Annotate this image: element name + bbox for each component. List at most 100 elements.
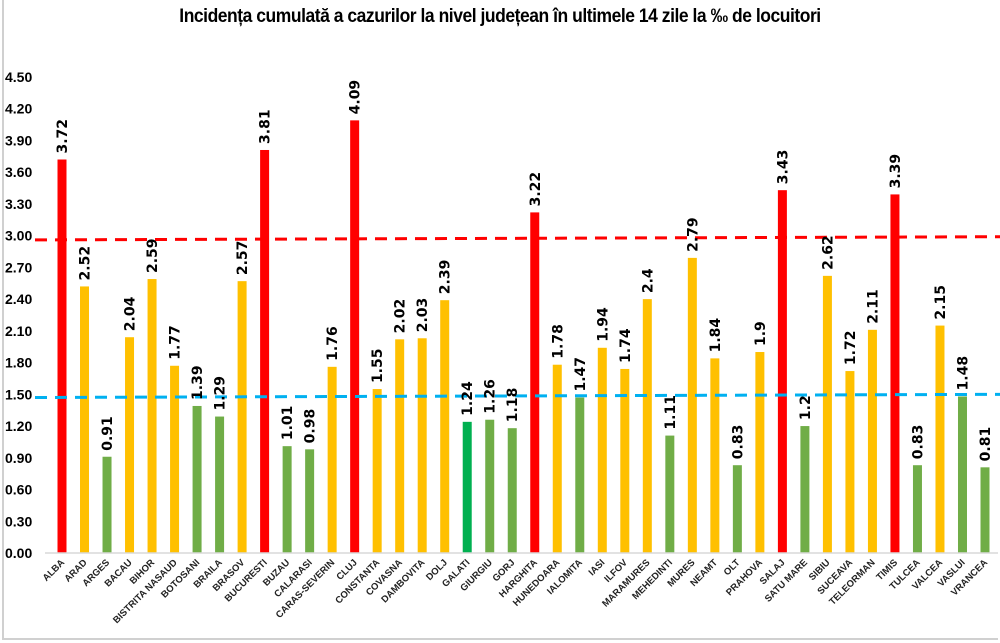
bar-satu-mare: [800, 426, 810, 553]
bar-mehedinti: [665, 435, 675, 553]
data-label: 3.22: [528, 172, 544, 207]
y-tick-label: 3.60: [5, 164, 32, 180]
data-label: 0.83: [910, 425, 926, 460]
data-label: 1.84: [708, 318, 724, 353]
bar-cluj: [350, 120, 360, 553]
data-labels-group: 3.72 2.52 0.91 2.04 2.59 1.77 1.39 1.29 2.57 3.81…: [55, 80, 994, 461]
data-label: 2.11: [865, 289, 881, 324]
bar-dambovita: [417, 338, 427, 553]
y-axis: 0.00 0.30 0.60 0.90 1.20 1.50 1.80 2.10 2.40 2.70…: [5, 69, 32, 561]
data-label: 0.98: [303, 409, 319, 444]
data-label: 1.55: [370, 348, 386, 383]
data-label: 2.57: [235, 241, 251, 276]
bar-vaslui: [957, 396, 967, 553]
y-tick-label: 0.30: [5, 513, 32, 529]
data-label: 1.29: [213, 376, 229, 411]
bar-bistrita-nasaud: [170, 365, 180, 553]
bar-braila: [215, 416, 225, 553]
data-label: 3.43: [775, 150, 791, 185]
data-label: 1.77: [168, 325, 184, 360]
data-label: 1.74: [618, 328, 634, 363]
y-tick-label: 1.50: [5, 386, 32, 402]
data-label: 3.39: [888, 154, 904, 189]
data-label: 1.2: [798, 395, 814, 420]
data-label: 2.04: [123, 296, 139, 331]
bar-botosani: [192, 405, 202, 553]
data-label: 1.39: [190, 365, 206, 400]
bar-bihor: [147, 279, 157, 553]
y-tick-label: 2.40: [5, 291, 32, 307]
y-tick-label: 0.00: [5, 545, 32, 561]
y-tick-label: 4.50: [5, 69, 32, 85]
bar-prahova: [755, 352, 765, 553]
data-label: 0.83: [730, 425, 746, 460]
bar-teleorman: [867, 329, 877, 553]
bar-brasov: [237, 281, 247, 553]
y-tick-label: 3.90: [5, 132, 32, 148]
bar-dolj: [440, 300, 450, 553]
bar-vrancea: [980, 467, 990, 553]
data-label: 1.24: [460, 381, 476, 416]
data-label: 2.59: [145, 238, 161, 273]
data-label: 2.4: [640, 268, 656, 293]
bar-gorj: [507, 428, 517, 553]
bar-caras-severin: [327, 366, 337, 553]
bar-constanta: [372, 389, 382, 553]
bar-bacau: [125, 337, 135, 553]
data-label: 2.79: [685, 217, 701, 252]
data-label: 2.52: [78, 246, 94, 281]
data-label: 1.72: [843, 331, 859, 366]
bar-iasi: [597, 347, 607, 553]
bar-mures: [687, 257, 697, 553]
bar-giurgiu: [485, 419, 495, 553]
data-label: 1.01: [280, 406, 296, 441]
y-tick-label: 1.20: [5, 418, 32, 434]
bar-ialomita: [575, 397, 585, 553]
bar-maramures: [642, 299, 652, 553]
y-tick-label: 0.90: [5, 450, 32, 466]
data-label: 3.81: [258, 109, 274, 144]
y-tick-label: 2.10: [5, 323, 32, 339]
bar-alba: [57, 159, 67, 554]
y-tick-label: 0.60: [5, 482, 32, 498]
bar-olt: [732, 465, 742, 553]
y-tick-label: 4.20: [5, 101, 32, 117]
bar-calarasi: [305, 449, 315, 553]
bar-galati: [462, 421, 472, 553]
y-tick-label: 3.00: [5, 228, 32, 244]
data-label: 2.15: [933, 285, 949, 320]
bar-bucuresti: [260, 149, 270, 553]
y-tick-label: 1.80: [5, 355, 32, 371]
reference-lines: [34, 235, 1000, 400]
data-label: 1.48: [955, 356, 971, 391]
bar-salaj: [777, 190, 787, 553]
data-label: 3.72: [55, 119, 71, 154]
bars-group: [57, 120, 990, 554]
y-tick-label: 3.30: [5, 196, 32, 212]
data-label: 1.26: [483, 379, 499, 414]
bar-hunedoara: [552, 364, 562, 553]
data-label: 2.03: [415, 298, 431, 333]
data-label: 0.91: [100, 416, 116, 451]
data-label: 1.11: [663, 395, 679, 430]
bar-tulcea: [912, 465, 922, 553]
data-label: 1.18: [505, 388, 521, 423]
data-label: 1.47: [573, 357, 589, 392]
data-label: 4.09: [348, 80, 364, 115]
data-label: 2.62: [820, 235, 836, 270]
reference-line-threshold-3: [34, 235, 1000, 242]
bar-neamt: [710, 358, 720, 553]
bar-buzau: [282, 446, 292, 553]
x-tick-label: ALBA: [41, 557, 68, 584]
bar-arad: [80, 286, 90, 553]
bar-sibiu: [822, 275, 832, 553]
data-label: 1.9: [753, 321, 769, 346]
bar-arges: [102, 456, 112, 553]
data-label: 2.02: [393, 299, 409, 334]
data-label: 1.76: [325, 326, 341, 361]
y-tick-label: 2.70: [5, 259, 32, 275]
data-label: 1.78: [550, 324, 566, 359]
reference-line-threshold-1.5: [34, 392, 1000, 400]
bar-harghita: [530, 212, 540, 553]
